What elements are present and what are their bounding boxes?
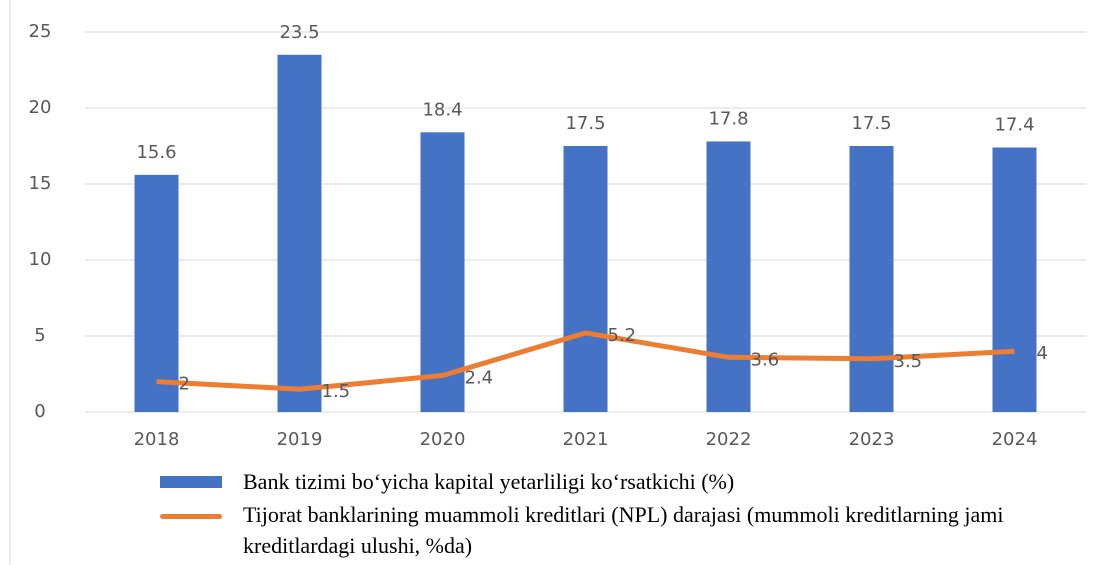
bar-value-label: 23.5	[279, 22, 319, 43]
legend-label: Tijorat banklarining muammoli kreditlari…	[243, 502, 1004, 558]
y-tick-label: 25	[29, 21, 52, 42]
x-tick-label: 2024	[992, 429, 1038, 450]
legend-swatch	[160, 476, 222, 488]
legend-item: Tijorat banklarining muammoli kreditlari…	[160, 499, 1060, 561]
bar	[420, 132, 465, 412]
line-value-label: 1.5	[322, 381, 351, 402]
bar	[563, 146, 608, 412]
bar-value-label: 17.8	[708, 108, 748, 129]
legend-swatch	[160, 514, 222, 519]
line-value-label: 4	[1037, 343, 1048, 364]
bar-value-label: 18.4	[422, 99, 462, 120]
bar-value-label: 17.4	[994, 115, 1034, 136]
bar-value-label: 17.5	[851, 113, 891, 134]
y-tick-label: 5	[34, 325, 45, 346]
bar	[849, 146, 894, 412]
y-tick-label: 20	[29, 97, 52, 118]
line-value-label: 2	[179, 374, 190, 395]
y-tick-label: 10	[29, 249, 52, 270]
x-tick-label: 2023	[849, 429, 895, 450]
legend-label: Bank tizimi bo‘yicha kapital yetarliligi…	[243, 469, 735, 494]
legend: Bank tizimi bo‘yicha kapital yetarliligi…	[160, 466, 1060, 563]
x-tick-label: 2022	[706, 429, 752, 450]
bar	[134, 174, 179, 412]
line-value-label: 3.5	[894, 351, 923, 372]
y-tick-label: 15	[29, 173, 52, 194]
line-value-label: 5.2	[608, 325, 637, 346]
bar	[706, 141, 751, 412]
line-value-label: 3.6	[751, 349, 780, 370]
y-tick-label: 0	[34, 401, 45, 422]
x-tick-label: 2018	[134, 429, 180, 450]
x-tick-label: 2019	[277, 429, 323, 450]
x-tick-label: 2021	[563, 429, 609, 450]
line-value-label: 2.4	[465, 368, 494, 389]
bar	[277, 54, 322, 413]
bar	[992, 147, 1037, 412]
line	[156, 330, 1015, 392]
x-tick-label: 2020	[420, 429, 466, 450]
bar-value-label: 17.5	[565, 113, 605, 134]
legend-item: Bank tizimi bo‘yicha kapital yetarliligi…	[160, 466, 1060, 497]
bar-value-label: 15.6	[136, 142, 176, 163]
